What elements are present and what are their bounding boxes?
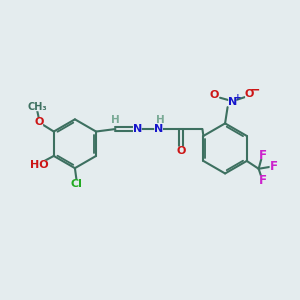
Text: F: F [258, 173, 266, 187]
Text: O: O [210, 90, 219, 100]
Text: +: + [234, 93, 242, 102]
Text: −: − [250, 83, 260, 96]
FancyBboxPatch shape [133, 125, 142, 134]
Text: H: H [156, 115, 165, 125]
FancyBboxPatch shape [30, 102, 44, 111]
FancyBboxPatch shape [32, 160, 46, 169]
FancyBboxPatch shape [177, 147, 185, 155]
FancyBboxPatch shape [210, 90, 219, 99]
FancyBboxPatch shape [245, 90, 254, 98]
Text: F: F [258, 148, 266, 161]
FancyBboxPatch shape [258, 151, 266, 159]
Text: H: H [111, 115, 120, 125]
FancyBboxPatch shape [70, 180, 83, 189]
Text: CH₃: CH₃ [27, 101, 47, 112]
Text: HO: HO [30, 160, 48, 170]
Text: Cl: Cl [70, 179, 83, 189]
Text: O: O [34, 117, 44, 127]
FancyBboxPatch shape [270, 162, 278, 170]
FancyBboxPatch shape [34, 118, 43, 127]
FancyBboxPatch shape [258, 176, 266, 184]
FancyBboxPatch shape [112, 116, 119, 123]
Text: O: O [176, 146, 186, 156]
FancyBboxPatch shape [154, 125, 163, 134]
Text: N: N [228, 97, 237, 107]
Text: F: F [270, 160, 278, 173]
FancyBboxPatch shape [228, 98, 236, 106]
FancyBboxPatch shape [157, 116, 164, 123]
Text: N: N [154, 124, 163, 134]
Text: O: O [245, 89, 254, 99]
Text: N: N [133, 124, 142, 134]
